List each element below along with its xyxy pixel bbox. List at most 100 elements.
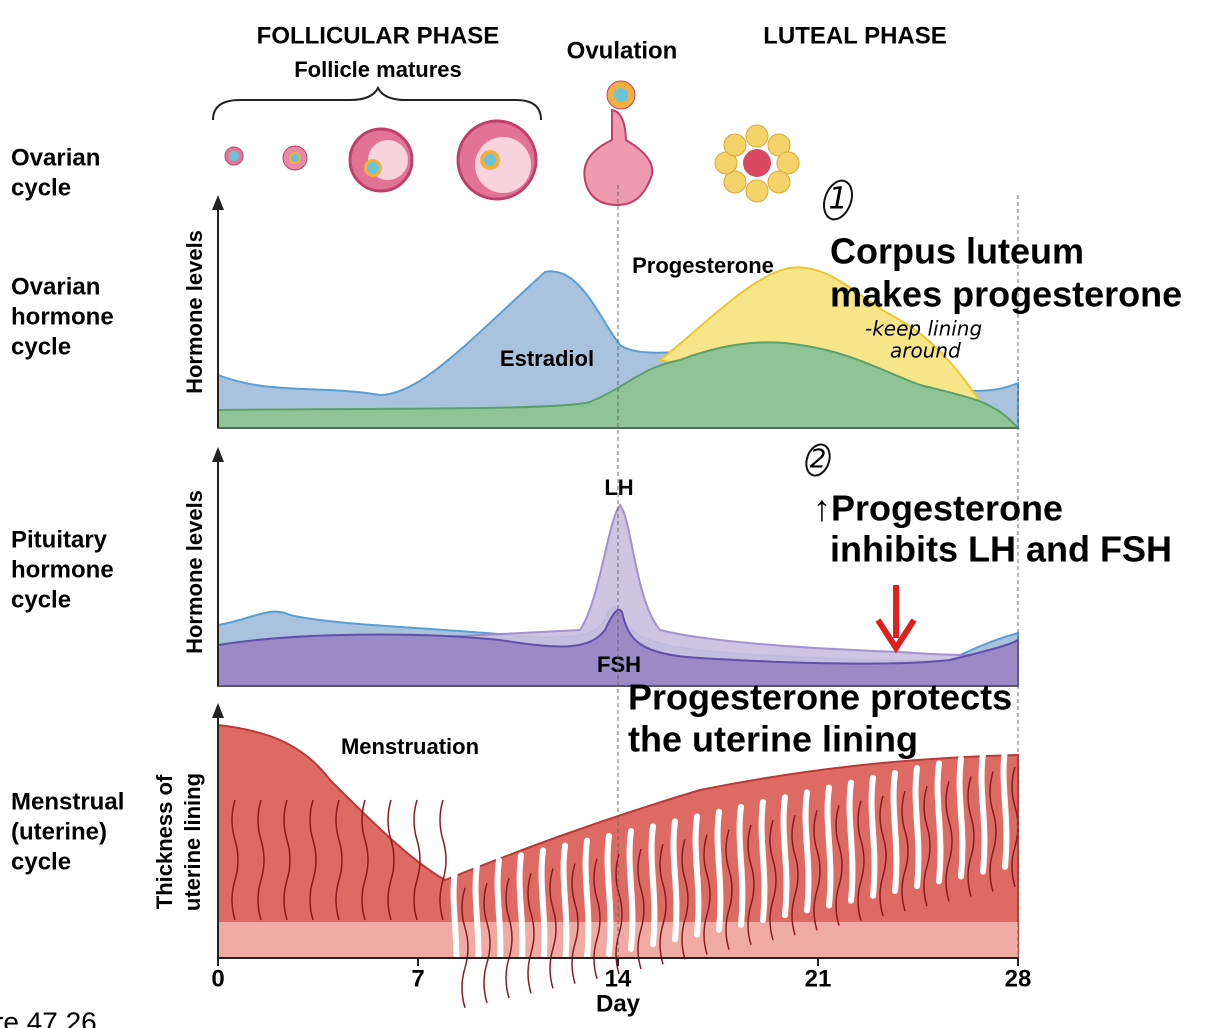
- annotation: ↑Progesterone: [813, 488, 1063, 529]
- vessel: [725, 829, 733, 950]
- curve-label: Progesterone: [632, 253, 774, 278]
- vessel: [505, 877, 513, 999]
- annotation: inhibits LH and FSH: [830, 529, 1172, 570]
- annotation: the uterine lining: [628, 719, 918, 760]
- annotation-mark: 2: [810, 445, 827, 475]
- axis-arrow: [212, 703, 224, 718]
- vessel: [231, 799, 239, 921]
- row-label: Ovarian: [11, 273, 100, 300]
- vessel: [879, 795, 887, 917]
- gland: [714, 808, 724, 933]
- gland: [956, 755, 966, 880]
- row-label: cycle: [11, 586, 71, 613]
- vessel: [483, 882, 491, 1004]
- phase-title: FOLLICULAR PHASE: [257, 22, 500, 49]
- gland: [648, 823, 658, 948]
- row-label: hormone: [11, 556, 114, 583]
- gland: [582, 837, 592, 962]
- gland: [670, 818, 680, 943]
- y-axis-label: Hormone levels: [182, 230, 207, 394]
- annotation: Corpus luteum: [830, 231, 1084, 272]
- gland: [802, 789, 812, 914]
- vessel: [923, 785, 931, 907]
- vessel: [791, 814, 799, 936]
- x-tick-label: 7: [411, 965, 424, 992]
- vessel: [901, 790, 909, 912]
- vessel: [989, 771, 997, 892]
- x-tick-label: 28: [1005, 965, 1032, 992]
- annotation: Progesterone protects: [628, 677, 1012, 718]
- row-label: Pituitary: [11, 526, 108, 553]
- vessel: [361, 799, 369, 921]
- annotation: makes progesterone: [830, 274, 1182, 315]
- vessel: [769, 819, 777, 941]
- gland: [758, 799, 768, 924]
- vessel: [945, 781, 953, 902]
- vessel: [309, 799, 317, 921]
- brace: [212, 85, 542, 121]
- phase-label: Menstruation: [341, 734, 479, 759]
- x-tick-label: 21: [805, 965, 832, 992]
- handwritten-note: -keep lining: [865, 317, 982, 341]
- vessel: [257, 799, 265, 921]
- vessel: [387, 799, 395, 921]
- axis-arrow: [212, 195, 224, 210]
- vessel: [615, 853, 623, 975]
- y-axis-label: Thickness of: [152, 774, 177, 909]
- vessel: [413, 799, 421, 921]
- vessel: [637, 848, 645, 970]
- x-tick-label: 0: [211, 965, 224, 992]
- row-label: Ovarian: [11, 144, 100, 171]
- gland: [934, 760, 944, 885]
- curve-label: FSH: [597, 652, 641, 677]
- gland: [846, 779, 856, 904]
- y-axis-label: Hormone levels: [182, 490, 207, 654]
- gland: [626, 828, 636, 953]
- vessel: [835, 805, 843, 926]
- vessel: [857, 800, 865, 921]
- phase-title: Ovulation: [567, 37, 678, 64]
- row-label: cycle: [11, 848, 71, 875]
- x-axis-label: Day: [596, 990, 641, 1017]
- caption: re 47.26: [0, 1006, 97, 1028]
- vessel: [967, 776, 975, 897]
- y-axis-label: uterine lining: [180, 773, 205, 911]
- axis-arrow: [212, 447, 224, 462]
- row-label: Menstrual: [11, 788, 124, 815]
- vessel: [813, 810, 821, 931]
- vessel: [659, 844, 667, 965]
- follicles: [224, 80, 800, 207]
- row-label: (uterine): [11, 818, 107, 845]
- row-label: hormone: [11, 303, 114, 330]
- gland: [890, 770, 900, 894]
- vessel: [549, 868, 557, 989]
- gland: [912, 765, 922, 890]
- row-label: cycle: [11, 333, 71, 360]
- gland: [978, 750, 988, 875]
- vessel: [681, 839, 689, 960]
- circle-mark: [805, 443, 831, 477]
- x-tick-label: 14: [605, 965, 632, 992]
- annotation-mark: 1: [828, 182, 847, 217]
- red-arrow-head: [875, 618, 917, 654]
- gland: [824, 784, 834, 909]
- gland: [538, 847, 548, 972]
- vessel: [439, 799, 447, 921]
- row-label: cycle: [11, 174, 71, 201]
- curve-label: LH: [604, 475, 633, 500]
- vessel: [461, 887, 469, 1009]
- vessel: [571, 863, 579, 984]
- gland: [868, 774, 878, 899]
- gland: [450, 866, 460, 991]
- curve-label: Estradiol: [500, 346, 594, 371]
- gland: [494, 857, 504, 982]
- gland: [692, 813, 702, 938]
- gland: [604, 832, 614, 957]
- uterine-lining: [217, 723, 1019, 1009]
- gland: [516, 852, 526, 977]
- gland: [736, 803, 746, 928]
- circle-mark: [822, 179, 854, 221]
- progesterone-low-curve: [217, 341, 1021, 429]
